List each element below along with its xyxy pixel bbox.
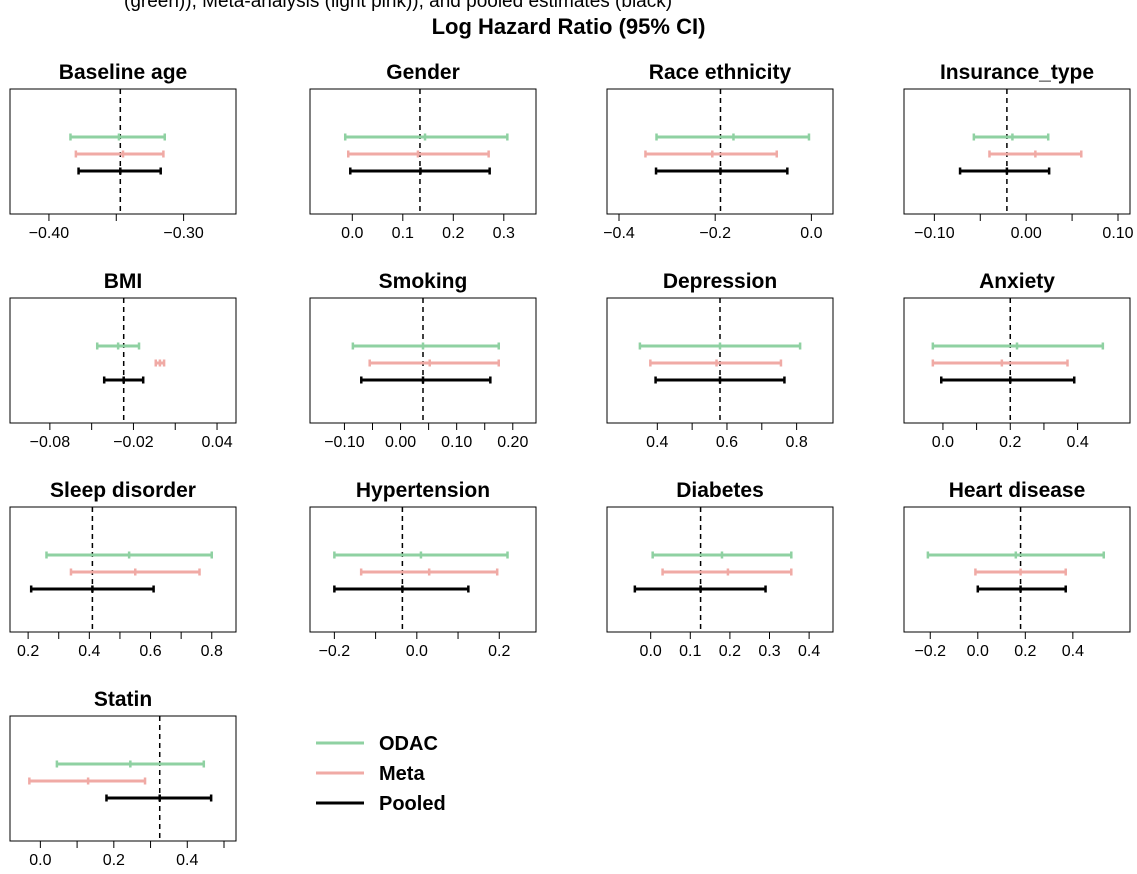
x-tick-label: −0.2 [699, 225, 731, 242]
x-tick-label: 0.0 [640, 643, 662, 660]
x-tick-label: 0.4 [1066, 434, 1088, 451]
x-tick-label: 0.1 [679, 643, 701, 660]
x-tick-label: 0.3 [493, 225, 515, 242]
x-tick-label: 0.8 [201, 643, 223, 660]
panel-heart-disease: Heart disease −0.2 0.0 0.2 0.4 [903, 479, 1131, 660]
x-tick-label: 0.10 [441, 434, 472, 451]
panel-title: Statin [94, 688, 152, 711]
panel-title: Insurance_type [940, 61, 1094, 84]
panel-title: Baseline age [59, 61, 187, 84]
x-tick-label: 0.2 [488, 643, 510, 660]
panel-sleep-disorder: Sleep disorder 0.2 0.4 0.6 0.8 [9, 479, 237, 660]
x-tick-label: −0.08 [30, 434, 71, 451]
panel-anxiety: Anxiety 0.0 0.2 0.4 [903, 270, 1131, 451]
plot-frame [309, 506, 537, 633]
panel-insurance-type: Insurance_type −0.10 0.00 0.10 [903, 61, 1134, 242]
panel-title: Race ethnicity [649, 61, 792, 84]
plot-frame [309, 88, 537, 215]
x-tick-label: 0.0 [406, 643, 428, 660]
panel-race-ethnicity: Race ethnicity −0.4 −0.2 0.0 [603, 61, 834, 242]
x-tick-label: 0.3 [758, 643, 780, 660]
panel-title: Gender [386, 61, 460, 84]
plot-frame [9, 715, 237, 842]
x-tick-label: 0.4 [798, 643, 820, 660]
plot-frame [903, 506, 1131, 633]
x-tick-label: 0.6 [139, 643, 161, 660]
panel-statin: Statin 0.0 0.2 0.4 [9, 688, 237, 869]
panel-smoking: Smoking −0.10 0.00 0.10 0.20 [309, 270, 537, 451]
x-tick-label: 0.2 [999, 434, 1021, 451]
x-tick-label: −0.30 [163, 225, 204, 242]
panel-baseline-age: Baseline age −0.40 −0.30 [9, 61, 237, 242]
x-tick-label: 0.2 [103, 852, 125, 869]
x-tick-label: 0.00 [385, 434, 416, 451]
x-tick-label: −0.4 [603, 225, 635, 242]
panel-title: Hypertension [356, 479, 490, 502]
x-tick-label: −0.02 [113, 434, 154, 451]
x-tick-label: 0.4 [1062, 643, 1084, 660]
x-tick-label: −0.10 [914, 225, 955, 242]
plot-frame [606, 506, 834, 633]
panel-depression: Depression 0.4 0.6 0.8 [606, 270, 834, 451]
caption-fragment: (green)), Meta-analysis (light pink)), a… [0, 0, 1137, 16]
legend-label-pooled: Pooled [379, 793, 446, 815]
panel-title: Heart disease [949, 479, 1086, 502]
panel-title: Anxiety [979, 270, 1055, 293]
panel-title: Smoking [379, 270, 468, 293]
x-tick-label: −0.10 [324, 434, 365, 451]
legend-label-odac: ODAC [379, 733, 438, 755]
plot-frame [9, 88, 237, 215]
x-tick-label: 0.4 [78, 643, 100, 660]
panel-gender: Gender 0.0 0.1 0.2 0.3 [309, 61, 537, 242]
x-tick-label: 0.2 [719, 643, 741, 660]
caption-fragment-text: (green)), Meta-analysis (light pink)), a… [124, 0, 673, 12]
x-tick-label: 0.2 [1014, 643, 1036, 660]
x-tick-label: 0.0 [341, 225, 363, 242]
x-tick-label: 0.2 [17, 643, 39, 660]
x-tick-label: 0.04 [201, 434, 232, 451]
x-tick-label: 0.1 [392, 225, 414, 242]
x-tick-label: 0.6 [716, 434, 738, 451]
plot-frame [903, 297, 1131, 424]
panel-title: Sleep disorder [50, 479, 196, 502]
panel-title: BMI [104, 270, 143, 293]
x-tick-label: 0.10 [1102, 225, 1133, 242]
x-tick-label: 0.4 [176, 852, 198, 869]
x-tick-label: −0.2 [914, 643, 946, 660]
panel-title: Depression [663, 270, 777, 293]
panel-bmi: BMI −0.08 −0.02 0.04 [9, 270, 237, 451]
x-tick-label: 0.0 [967, 643, 989, 660]
x-tick-label: 0.2 [442, 225, 464, 242]
x-tick-label: −0.40 [29, 225, 70, 242]
figure-title: Log Hazard Ratio (95% CI) [431, 14, 706, 39]
panel-diabetes: Diabetes 0.0 0.1 0.2 0.3 0.4 [606, 479, 834, 660]
x-tick-label: 0.0 [932, 434, 954, 451]
plot-frame [903, 88, 1131, 215]
x-tick-label: 0.8 [785, 434, 807, 451]
x-tick-label: 0.4 [646, 434, 668, 451]
x-tick-label: 0.20 [497, 434, 528, 451]
panel-title: Diabetes [676, 479, 764, 502]
panel-hypertension: Hypertension −0.2 0.0 0.2 [309, 479, 537, 660]
plot-frame [9, 506, 237, 633]
legend-label-meta: Meta [379, 763, 425, 785]
x-tick-label: 0.00 [1011, 225, 1042, 242]
legend: ODAC Meta Pooled [316, 733, 446, 815]
x-tick-label: 0.0 [29, 852, 51, 869]
x-tick-label: −0.2 [319, 643, 351, 660]
x-tick-label: 0.0 [800, 225, 822, 242]
